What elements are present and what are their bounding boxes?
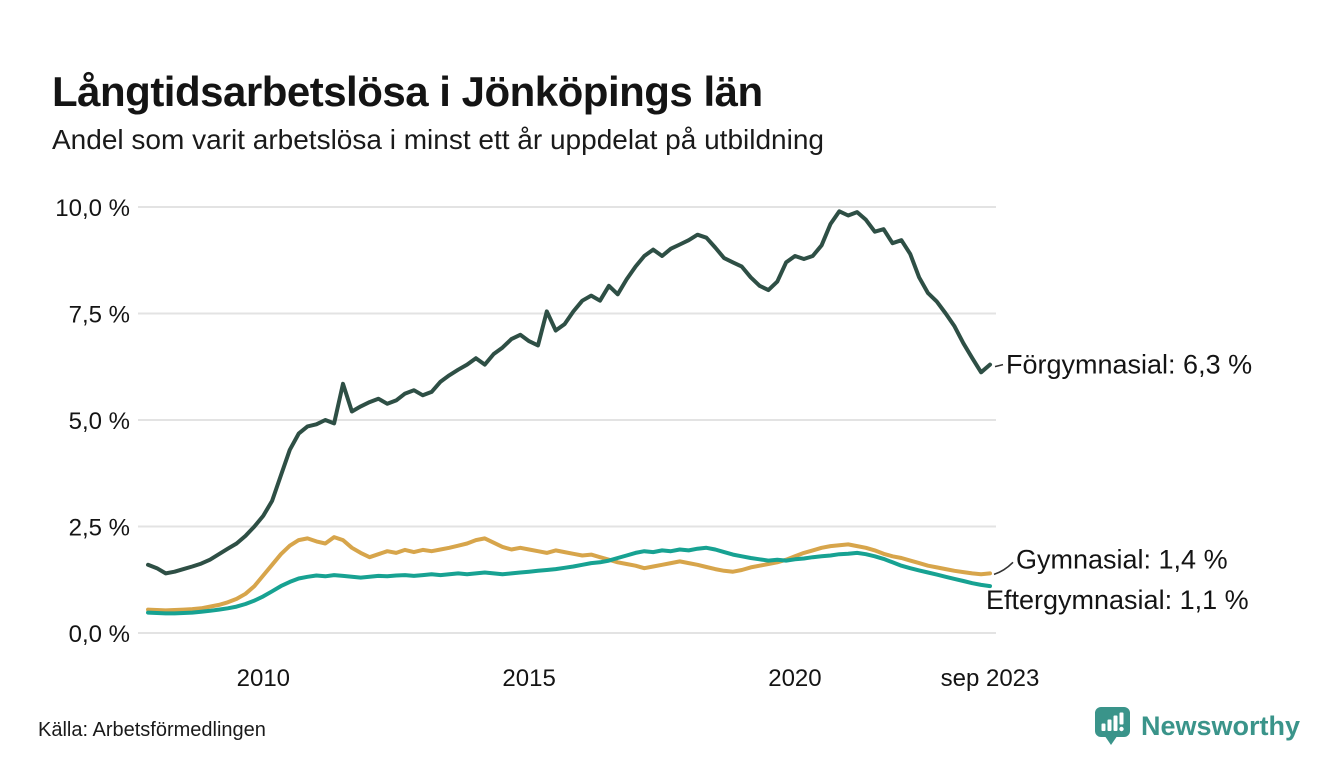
newsworthy-bubble-chart-icon [1094,706,1131,747]
label-connector [994,363,1004,368]
x-axis-tick-label: 2010 [237,665,290,692]
series-end-label-eftergymnasial: Eftergymnasial: 1,1 % [986,585,1249,615]
y-axis-tick-label: 10,0 % [55,195,130,222]
x-axis-tick-label: 2020 [768,665,821,692]
source-note: Källa: Arbetsförmedlingen [38,719,266,741]
y-axis-tick-label: 5,0 % [69,408,130,435]
series-end-label-gymnasial: Gymnasial: 1,4 % [1016,544,1228,574]
x-axis-tick-label: sep 2023 [941,665,1040,692]
page-title: Långtidsarbetslösa i Jönköpings län [52,68,763,116]
newsworthy-wordmark: Newsworthy [1140,711,1300,741]
y-axis-tick-label: 7,5 % [69,302,130,329]
newsworthy-logo[interactable]: Newsworthy [1094,706,1300,747]
label-connector [993,561,1014,576]
series-line-eftergymnasial [146,545,992,616]
page-subtitle: Andel som varit arbetslösa i minst ett å… [52,124,824,155]
y-axis-tick-label: 0,0 % [69,621,130,648]
series-line-gymnasial [146,535,992,613]
series-line-forgymnasial [146,209,992,576]
x-axis-tick-label: 2015 [502,665,555,692]
y-axis-tick-label: 2,5 % [69,515,130,542]
series-end-label-forgymnasial: Förgymnasial: 6,3 % [1006,350,1252,380]
